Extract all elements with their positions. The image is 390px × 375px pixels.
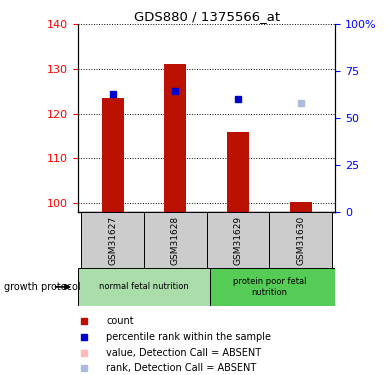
Bar (164, 64, 186, 212)
Title: GDS880 / 1375566_at: GDS880 / 1375566_at (134, 10, 280, 23)
Text: GSM31628: GSM31628 (171, 215, 180, 265)
Bar (101, 98, 124, 212)
Bar (78, 268, 210, 306)
Text: protein poor fetal
nutrition: protein poor fetal nutrition (233, 277, 306, 297)
Text: growth protocol: growth protocol (4, 282, 80, 292)
Bar (144, 212, 207, 268)
Text: count: count (106, 316, 134, 326)
Text: GSM31627: GSM31627 (108, 215, 117, 265)
Text: rank, Detection Call = ABSENT: rank, Detection Call = ABSENT (106, 363, 256, 374)
Text: percentile rank within the sample: percentile rank within the sample (106, 332, 271, 342)
Text: GSM31630: GSM31630 (296, 215, 305, 265)
Bar (227, 132, 249, 212)
Bar (207, 212, 269, 268)
Bar (269, 212, 332, 268)
Text: value, Detection Call = ABSENT: value, Detection Call = ABSENT (106, 348, 261, 358)
Bar (290, 202, 312, 212)
Bar (210, 268, 335, 306)
Bar (81, 212, 144, 268)
Text: normal fetal nutrition: normal fetal nutrition (99, 282, 189, 291)
Text: GSM31629: GSM31629 (234, 215, 243, 265)
